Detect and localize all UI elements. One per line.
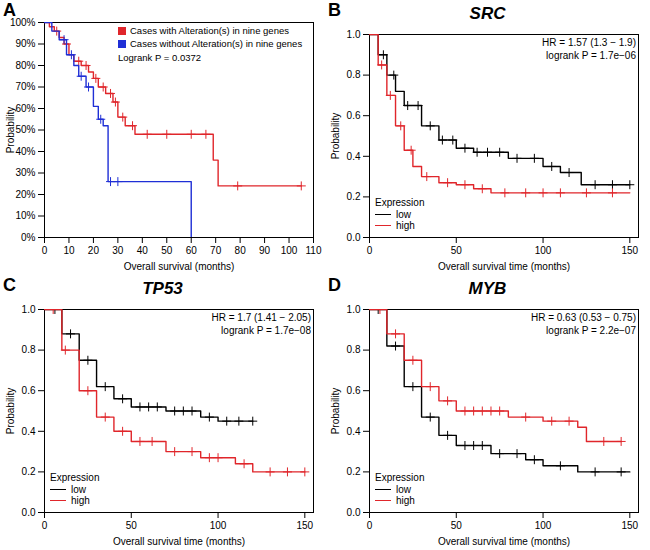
svg-text:20: 20 [88, 245, 100, 256]
svg-text:100: 100 [535, 245, 552, 256]
svg-text:0.4: 0.4 [22, 426, 36, 437]
html-text:Expression: Expression [375, 197, 425, 208]
svg-text:0%: 0% [21, 232, 36, 243]
svg-text:0.8: 0.8 [347, 344, 361, 355]
svg-text:0.0: 0.0 [347, 507, 361, 518]
svg-text:1.0: 1.0 [22, 304, 36, 315]
svg-text:Overall survival (months): Overall survival (months) [124, 261, 235, 272]
svg-text:100: 100 [210, 520, 227, 531]
svg-text:0: 0 [367, 245, 373, 256]
html-text:logrank P = 2.2e−07: logrank P = 2.2e−07 [546, 325, 636, 336]
svg-text:0.0: 0.0 [347, 232, 361, 243]
svg-text:0.2: 0.2 [22, 466, 36, 477]
html-text:logrank P = 1.7e−08: logrank P = 1.7e−08 [221, 325, 311, 336]
svg-text:Overall survival time (months): Overall survival time (months) [438, 536, 570, 547]
html-text:low: low [396, 484, 411, 495]
svg-text:0: 0 [42, 245, 48, 256]
svg-text:0.2: 0.2 [347, 466, 361, 477]
svg-text:40: 40 [137, 245, 149, 256]
html-text:Expression: Expression [50, 472, 100, 483]
html-text:MYB: MYB [468, 279, 507, 298]
svg-text:10: 10 [63, 245, 75, 256]
svg-text:1.0: 1.0 [347, 29, 361, 40]
svg-text:40%: 40% [15, 146, 35, 157]
svg-text:Probability: Probability [330, 113, 341, 160]
svg-text:0.4: 0.4 [347, 426, 361, 437]
html-text:TP53: TP53 [142, 279, 183, 298]
svg-text:50: 50 [161, 245, 173, 256]
svg-text:0.2: 0.2 [347, 191, 361, 202]
svg-text:10%: 10% [15, 210, 35, 221]
html-text:high: high [396, 220, 415, 231]
svg-text:Overall survival time (months): Overall survival time (months) [438, 261, 570, 272]
html-text:C: C [3, 275, 16, 295]
svg-text:0: 0 [42, 520, 48, 531]
html-text:Cases with Alteration(s) in ni: Cases with Alteration(s) in nine genes [130, 25, 289, 36]
svg-text:100: 100 [535, 520, 552, 531]
svg-text:70%: 70% [15, 81, 35, 92]
svg-text:90: 90 [259, 245, 271, 256]
svg-text:Probability: Probability [5, 107, 16, 154]
svg-text:Probability: Probability [5, 388, 16, 435]
html-text:low: low [396, 209, 411, 220]
svg-text:20%: 20% [15, 189, 35, 200]
svg-text:0: 0 [367, 520, 373, 531]
svg-text:100: 100 [281, 245, 298, 256]
svg-text:90%: 90% [15, 38, 35, 49]
html-text:high: high [396, 495, 415, 506]
html-text:HR = 1.7 (1.41 − 2.05): HR = 1.7 (1.41 − 2.05) [211, 312, 311, 323]
html-text:Cases without Alteration(s) in: Cases without Alteration(s) in nine gene… [130, 38, 303, 49]
svg-text:1.0: 1.0 [347, 304, 361, 315]
svg-text:50%: 50% [15, 124, 35, 135]
html-text:high: high [71, 495, 90, 506]
svg-text:30%: 30% [15, 167, 35, 178]
svg-text:60: 60 [186, 245, 198, 256]
svg-text:50: 50 [126, 520, 138, 531]
svg-text:0.0: 0.0 [22, 507, 36, 518]
svg-text:Probability: Probability [330, 388, 341, 435]
html-text:Logrank P = 0.0372: Logrank P = 0.0372 [118, 52, 201, 63]
html-text:logrank P = 1.7e−06: logrank P = 1.7e−06 [546, 50, 636, 61]
html-text:Expression: Expression [375, 472, 425, 483]
svg-text:150: 150 [621, 520, 638, 531]
svg-text:0.8: 0.8 [347, 69, 361, 80]
svg-text:0.8: 0.8 [22, 344, 36, 355]
svg-text:50: 50 [451, 520, 463, 531]
svg-text:80%: 80% [15, 60, 35, 71]
svg-text:0.4: 0.4 [347, 151, 361, 162]
svg-text:0.6: 0.6 [347, 385, 361, 396]
html-text:B: B [328, 0, 341, 20]
html-text:A: A [3, 0, 16, 20]
svg-text:30: 30 [112, 245, 124, 256]
html-text:low: low [71, 484, 86, 495]
svg-text:Overall survival time (months): Overall survival time (months) [113, 536, 245, 547]
svg-text:60%: 60% [15, 103, 35, 114]
html-text:HR = 1.57 (1.3 − 1.9): HR = 1.57 (1.3 − 1.9) [542, 37, 636, 48]
svg-text:150: 150 [296, 520, 313, 531]
svg-text:100%: 100% [9, 16, 36, 28]
svg-text:110: 110 [306, 245, 322, 256]
html-text:SRC: SRC [469, 4, 506, 23]
svg-text:150: 150 [621, 245, 638, 256]
svg-text:80: 80 [235, 245, 247, 256]
html-text:D: D [328, 275, 341, 295]
svg-text:50: 50 [451, 245, 463, 256]
svg-text:0.6: 0.6 [22, 385, 36, 396]
svg-text:0.6: 0.6 [347, 110, 361, 121]
svg-text:70: 70 [210, 245, 222, 256]
html-text:HR = 0.63 (0.53 − 0.75): HR = 0.63 (0.53 − 0.75) [530, 312, 636, 323]
